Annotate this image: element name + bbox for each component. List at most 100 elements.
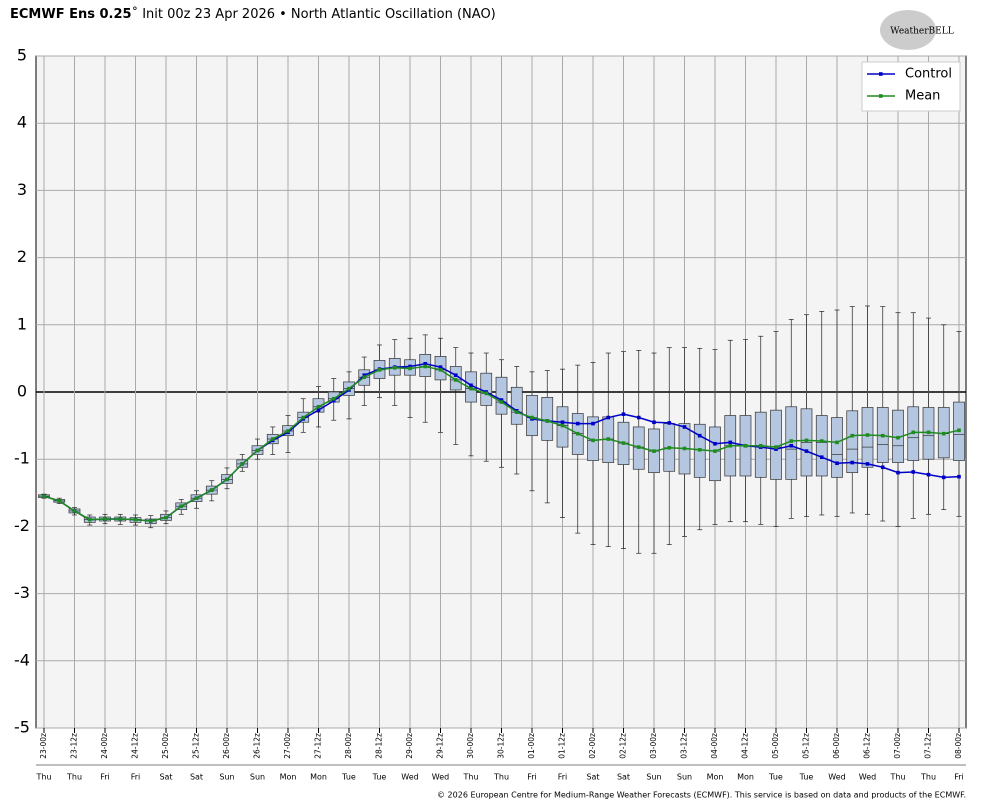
- weekday-label: Mon: [737, 773, 754, 782]
- weekday-label: Sat: [586, 773, 599, 782]
- point: [499, 400, 504, 404]
- point: [362, 375, 367, 380]
- weekday-label: Wed: [432, 773, 449, 782]
- x-tick-label: 02-12z: [619, 733, 628, 759]
- point: [957, 474, 961, 479]
- point: [819, 439, 824, 443]
- point: [713, 441, 717, 446]
- point: [225, 477, 229, 482]
- point: [911, 430, 916, 435]
- point: [667, 421, 672, 425]
- point: [240, 462, 245, 466]
- weekday-label: Tue: [341, 773, 356, 782]
- point: [652, 449, 656, 453]
- point: [896, 435, 900, 440]
- logo: WeatherBELL: [890, 27, 953, 37]
- x-tick-label: 27-00z: [283, 733, 292, 759]
- legend-label: Mean: [905, 89, 940, 104]
- weekday-label: Mon: [707, 773, 724, 782]
- x-tick-label: 05-12z: [802, 733, 811, 759]
- point: [514, 410, 519, 414]
- point: [926, 472, 931, 477]
- point: [179, 504, 184, 509]
- y-tick-label: -5: [14, 718, 30, 737]
- x-tick-label: 02-00z: [588, 733, 597, 759]
- point: [621, 441, 626, 445]
- x-tick-label: 01-12z: [558, 733, 567, 759]
- point: [697, 433, 702, 438]
- point: [758, 443, 763, 448]
- point: [453, 373, 458, 377]
- weekday-label: Sun: [677, 773, 692, 782]
- weekday-label: Fri: [131, 773, 141, 782]
- weekday-label: Thu: [889, 773, 905, 782]
- point: [652, 420, 656, 425]
- point: [606, 415, 611, 420]
- point: [591, 438, 595, 443]
- weekday-label: Wed: [859, 773, 876, 782]
- point: [728, 443, 733, 448]
- point: [392, 366, 397, 370]
- point: [926, 430, 931, 435]
- y-tick-label: 4: [17, 113, 27, 132]
- point: [606, 437, 611, 441]
- point: [560, 423, 565, 428]
- point: [255, 448, 260, 453]
- weekday-label: Fri: [558, 773, 568, 782]
- x-tick-label: 01-00z: [527, 733, 536, 759]
- point: [591, 421, 595, 426]
- point: [819, 455, 824, 459]
- point: [194, 496, 199, 500]
- point: [789, 439, 794, 443]
- point: [896, 470, 900, 475]
- point: [941, 475, 946, 480]
- point: [880, 433, 885, 438]
- title-rest: ˚ Init 00z 23 Apr 2026 • North Atlantic …: [132, 6, 496, 22]
- weekday-label: Mon: [280, 773, 297, 782]
- y-tick-label: -4: [14, 650, 30, 669]
- point: [636, 415, 641, 420]
- point: [804, 449, 809, 453]
- legend-marker: [879, 94, 883, 98]
- point: [850, 460, 855, 465]
- y-tick-label: 0: [17, 382, 27, 401]
- y-tick-label: 3: [17, 180, 27, 199]
- point: [880, 465, 885, 470]
- point: [575, 421, 580, 426]
- weekday-label: Mon: [310, 773, 327, 782]
- point: [850, 433, 855, 438]
- y-tick-label: -1: [14, 449, 30, 468]
- point: [835, 461, 839, 466]
- y-tick-label: 1: [17, 314, 27, 333]
- point: [57, 499, 62, 503]
- y-tick-label: -2: [14, 516, 30, 535]
- x-tick-label: 29-12z: [436, 733, 445, 759]
- point: [713, 449, 717, 453]
- box: [495, 376, 508, 415]
- point: [42, 494, 46, 498]
- point: [774, 447, 778, 451]
- point: [682, 425, 687, 429]
- box: [480, 372, 493, 406]
- x-tick-label: 29-00z: [405, 733, 414, 759]
- y-tick-label: 2: [17, 247, 27, 266]
- weekday-label: Fri: [527, 773, 537, 782]
- legend-label: Control: [905, 67, 952, 82]
- weekday-label: Thu: [493, 773, 509, 782]
- weekday-label: Fri: [100, 773, 110, 782]
- point: [835, 440, 839, 445]
- point: [911, 470, 916, 474]
- point: [133, 517, 138, 522]
- x-tick-label: 26-00z: [222, 733, 231, 759]
- legend-box: [861, 61, 961, 112]
- box: [831, 417, 843, 478]
- point: [530, 415, 534, 420]
- box: [846, 410, 859, 473]
- point: [469, 386, 473, 391]
- point: [423, 364, 428, 369]
- point: [865, 462, 870, 466]
- weekday-label: Fri: [954, 773, 964, 782]
- box: [770, 409, 782, 480]
- x-tick-label: 30-00z: [466, 733, 475, 759]
